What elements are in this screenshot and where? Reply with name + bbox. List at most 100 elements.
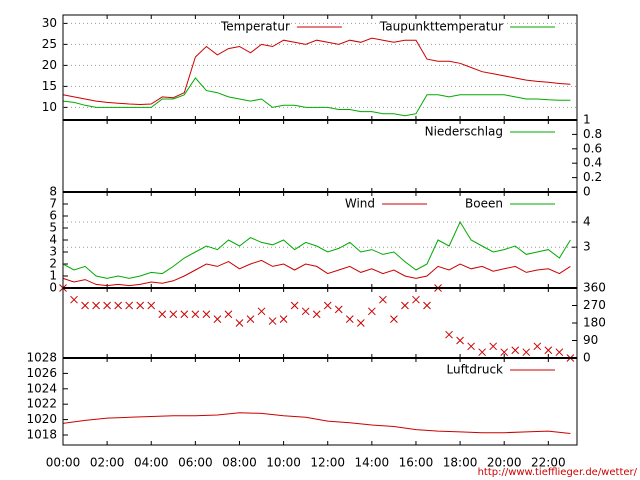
y-tick-label: 1020 [26, 412, 57, 426]
y-tick-label: 270 [583, 298, 606, 312]
scatter-point [367, 307, 376, 316]
scatter-point [312, 310, 321, 319]
scatter-point [70, 295, 78, 304]
y-tick-label: 1 [49, 269, 57, 283]
scatter-point [158, 310, 167, 319]
scatter-point [390, 315, 398, 323]
scatter-point [555, 348, 564, 357]
y-tick-label: 2 [49, 257, 57, 271]
scatter-point [423, 301, 431, 310]
x-tick-label: 08:00 [222, 456, 257, 470]
y-tick-label: 25 [42, 37, 57, 51]
y-tick-label: 7 [49, 197, 57, 211]
scatter-point [511, 346, 520, 355]
series-line [62, 412, 571, 434]
y-tick-label: 0.6 [583, 141, 602, 155]
scatter-point [136, 301, 145, 310]
source-url: http://www.tiefflieger.de/wetter/ [478, 467, 638, 478]
y-tick-label: 0.4 [583, 156, 602, 170]
scatter-point [456, 336, 464, 345]
scatter-point [323, 301, 332, 310]
x-tick-label: 20:00 [487, 456, 522, 470]
y2-tick-label: 4 [583, 215, 591, 229]
x-tick-label: 06:00 [178, 456, 213, 470]
scatter-point [81, 301, 89, 310]
scatter-point [213, 315, 222, 323]
y-tick-label: 1 [583, 113, 591, 127]
y-tick-label: 1018 [26, 427, 57, 441]
scatter-point [356, 319, 365, 327]
x-tick-label: 16:00 [399, 456, 434, 470]
scatter-point [345, 315, 354, 323]
scatter-point [268, 317, 277, 325]
scatter-point [379, 295, 387, 304]
scatter-point [401, 301, 409, 310]
y-tick-label: 20 [42, 58, 57, 72]
y-tick-label: 0 [583, 351, 591, 365]
x-tick-label: 10:00 [266, 456, 301, 470]
scatter-point [235, 319, 244, 327]
y-tick-label: 1026 [26, 366, 57, 380]
scatter-point [180, 310, 189, 319]
y-tick-label: 15 [42, 79, 57, 93]
x-tick-label: 14:00 [355, 456, 390, 470]
y-tick-label: 10 [42, 100, 57, 114]
legend-label: Niederschlag [425, 125, 503, 139]
y-tick-label: 0 [49, 281, 57, 295]
y-tick-label: 0 [583, 185, 591, 199]
scatter-point [92, 301, 100, 310]
y-tick-label: 8 [49, 185, 57, 199]
scatter-point [169, 310, 178, 319]
legend-label: Taupunkttemperatur [379, 20, 503, 34]
series-line [62, 220, 571, 279]
scatter-point [290, 301, 299, 310]
series-line [62, 77, 571, 117]
scatter-point [147, 301, 156, 310]
y-tick-label: 1022 [26, 397, 57, 411]
scatter-point [125, 301, 134, 310]
scatter-point [191, 310, 200, 319]
scatter-point [301, 307, 310, 316]
panel-frame [62, 287, 578, 359]
scatter-point [202, 310, 211, 319]
series-line [62, 259, 571, 287]
scatter-point [489, 342, 498, 351]
scatter-point [544, 346, 553, 355]
legend-label: Wind [345, 197, 375, 211]
scatter-point [467, 342, 475, 351]
y-tick-label: 90 [583, 333, 598, 347]
scatter-point [478, 348, 486, 357]
scatter-point [114, 301, 123, 310]
x-tick-label: 04:00 [134, 456, 169, 470]
y-tick-label: 1028 [26, 351, 57, 365]
y2-tick-label: 3 [583, 240, 591, 254]
y-tick-label: 3 [49, 245, 57, 259]
y-tick-label: 4 [49, 233, 57, 247]
scatter-point [412, 295, 420, 304]
legend-label: Boeen [465, 197, 503, 211]
y-tick-label: 0.8 [583, 127, 602, 141]
series-line [62, 37, 571, 106]
scatter-point [533, 342, 542, 351]
y-tick-label: 360 [583, 281, 606, 295]
legend-label: Luftdruck [446, 363, 503, 377]
scatter-point [445, 330, 453, 339]
scatter-point [522, 348, 531, 357]
y-tick-label: 1024 [26, 381, 57, 395]
scatter-point [224, 310, 233, 319]
legend-label: Temperatur [220, 20, 290, 34]
scatter-point [257, 307, 266, 316]
x-tick-label: 18:00 [443, 456, 478, 470]
x-tick-label: 00:00 [46, 456, 81, 470]
scatter-point [334, 305, 343, 314]
x-tick-label: 22:00 [531, 456, 566, 470]
y-tick-label: 5 [49, 221, 57, 235]
y-tick-label: 0.2 [583, 170, 602, 184]
scatter-point [246, 315, 255, 323]
y-tick-label: 30 [42, 16, 57, 30]
x-tick-label: 02:00 [90, 456, 125, 470]
y-tick-label: 6 [49, 209, 57, 223]
scatter-point [279, 315, 288, 323]
y-tick-label: 180 [583, 316, 606, 330]
